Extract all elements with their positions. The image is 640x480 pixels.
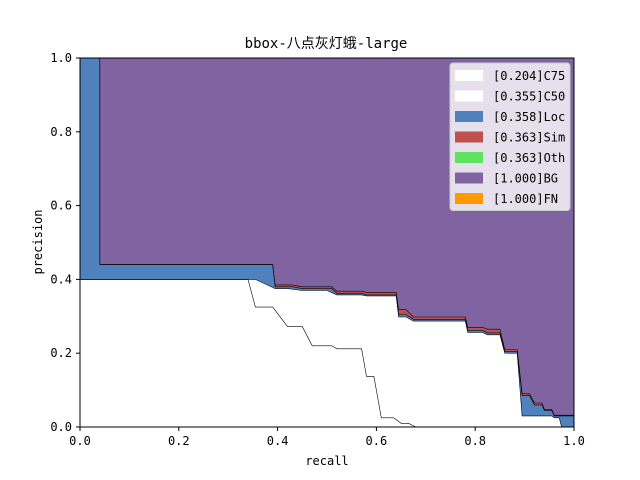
legend-swatch-0-363-sim xyxy=(455,131,483,143)
y-tick-label: 0.0 xyxy=(50,420,72,434)
legend-label-1-000-bg: [1.000]BG xyxy=(493,172,558,186)
line-0-204-c75 xyxy=(80,279,574,428)
legend-swatch-0-204-c75 xyxy=(455,70,483,81)
line-0-355-c50 xyxy=(80,279,574,428)
area-0-204-c75 xyxy=(80,279,574,427)
x-tick-label: 0.0 xyxy=(69,434,91,448)
plot-frame xyxy=(79,57,575,428)
legend-label-1-000-fn: [1.000]FN xyxy=(493,192,558,206)
x-tick-label: 0.2 xyxy=(168,434,190,448)
y-tick-label: 0.2 xyxy=(50,346,72,360)
legend-swatch-0-355-c50 xyxy=(455,90,483,102)
x-axis-ticks: 0.0 0.2 0.4 0.6 0.8 1.0 xyxy=(69,427,585,448)
x-axis-label: recall xyxy=(305,454,348,468)
legend-label-0-363-oth: [0.363]Oth xyxy=(493,151,565,165)
y-tick-label: 0.6 xyxy=(50,199,72,213)
x-tick-label: 0.4 xyxy=(267,434,289,448)
line-0-363-sim xyxy=(80,57,574,416)
chart-title: bbox-八点灰灯蛾-large xyxy=(245,36,408,52)
legend-swatch-0-363-oth xyxy=(455,152,483,163)
y-axis-label: precision xyxy=(31,209,45,274)
plot-lines xyxy=(80,57,574,428)
legend-label-0-363-sim: [0.363]Sim xyxy=(493,131,565,145)
legend-label-0-355-c50: [0.355]C50 xyxy=(493,90,565,104)
y-tick-label: 0.4 xyxy=(50,272,72,286)
y-tick-label: 0.8 xyxy=(50,125,72,139)
y-tick-label: 1.0 xyxy=(50,51,72,65)
legend-label-0-204-c75: [0.204]C75 xyxy=(493,69,565,83)
line-0-358-loc xyxy=(80,57,574,417)
legend-swatch-1-000-fn xyxy=(455,193,483,204)
x-tick-label: 0.8 xyxy=(464,434,486,448)
y-axis-ticks: 0.0 0.2 0.4 0.6 0.8 1.0 xyxy=(50,51,80,434)
x-tick-label: 1.0 xyxy=(563,434,585,448)
legend-swatch-1-000-bg xyxy=(455,172,483,184)
legend-label-0-358-loc: [0.358]Loc xyxy=(493,110,565,124)
legend: [0.204]C75 [0.355]C50 [0.358]Loc [0.363]Sim… xyxy=(449,62,571,211)
legend-swatch-0-358-loc xyxy=(455,111,483,122)
x-tick-label: 0.6 xyxy=(366,434,388,448)
